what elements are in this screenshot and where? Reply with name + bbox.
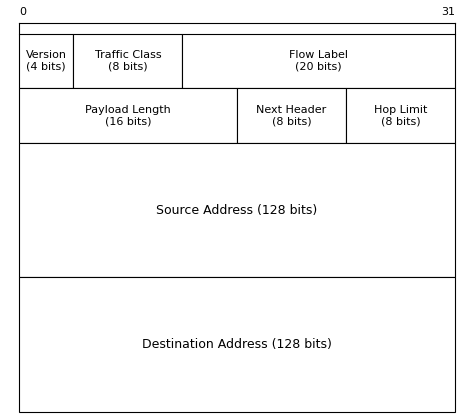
Text: Traffic Class
(8 bits): Traffic Class (8 bits) <box>95 50 161 72</box>
Text: 31: 31 <box>441 7 455 17</box>
Bar <box>346 88 455 143</box>
Text: Flow Label
(20 bits): Flow Label (20 bits) <box>289 50 348 72</box>
Text: Hop Limit
(8 bits): Hop Limit (8 bits) <box>374 105 427 126</box>
Bar <box>182 34 455 88</box>
Text: Version
(4 bits): Version (4 bits) <box>26 50 67 72</box>
Text: Destination Address (128 bits): Destination Address (128 bits) <box>142 338 332 351</box>
Bar <box>19 88 237 143</box>
Bar <box>19 34 73 88</box>
Bar <box>73 34 182 88</box>
Text: 0: 0 <box>19 7 26 17</box>
Bar <box>237 88 346 143</box>
Text: Payload Length
(16 bits): Payload Length (16 bits) <box>85 105 171 126</box>
Bar <box>19 277 455 412</box>
Text: Next Header
(8 bits): Next Header (8 bits) <box>256 105 327 126</box>
Text: Source Address (128 bits): Source Address (128 bits) <box>156 204 318 216</box>
Bar <box>19 143 455 277</box>
